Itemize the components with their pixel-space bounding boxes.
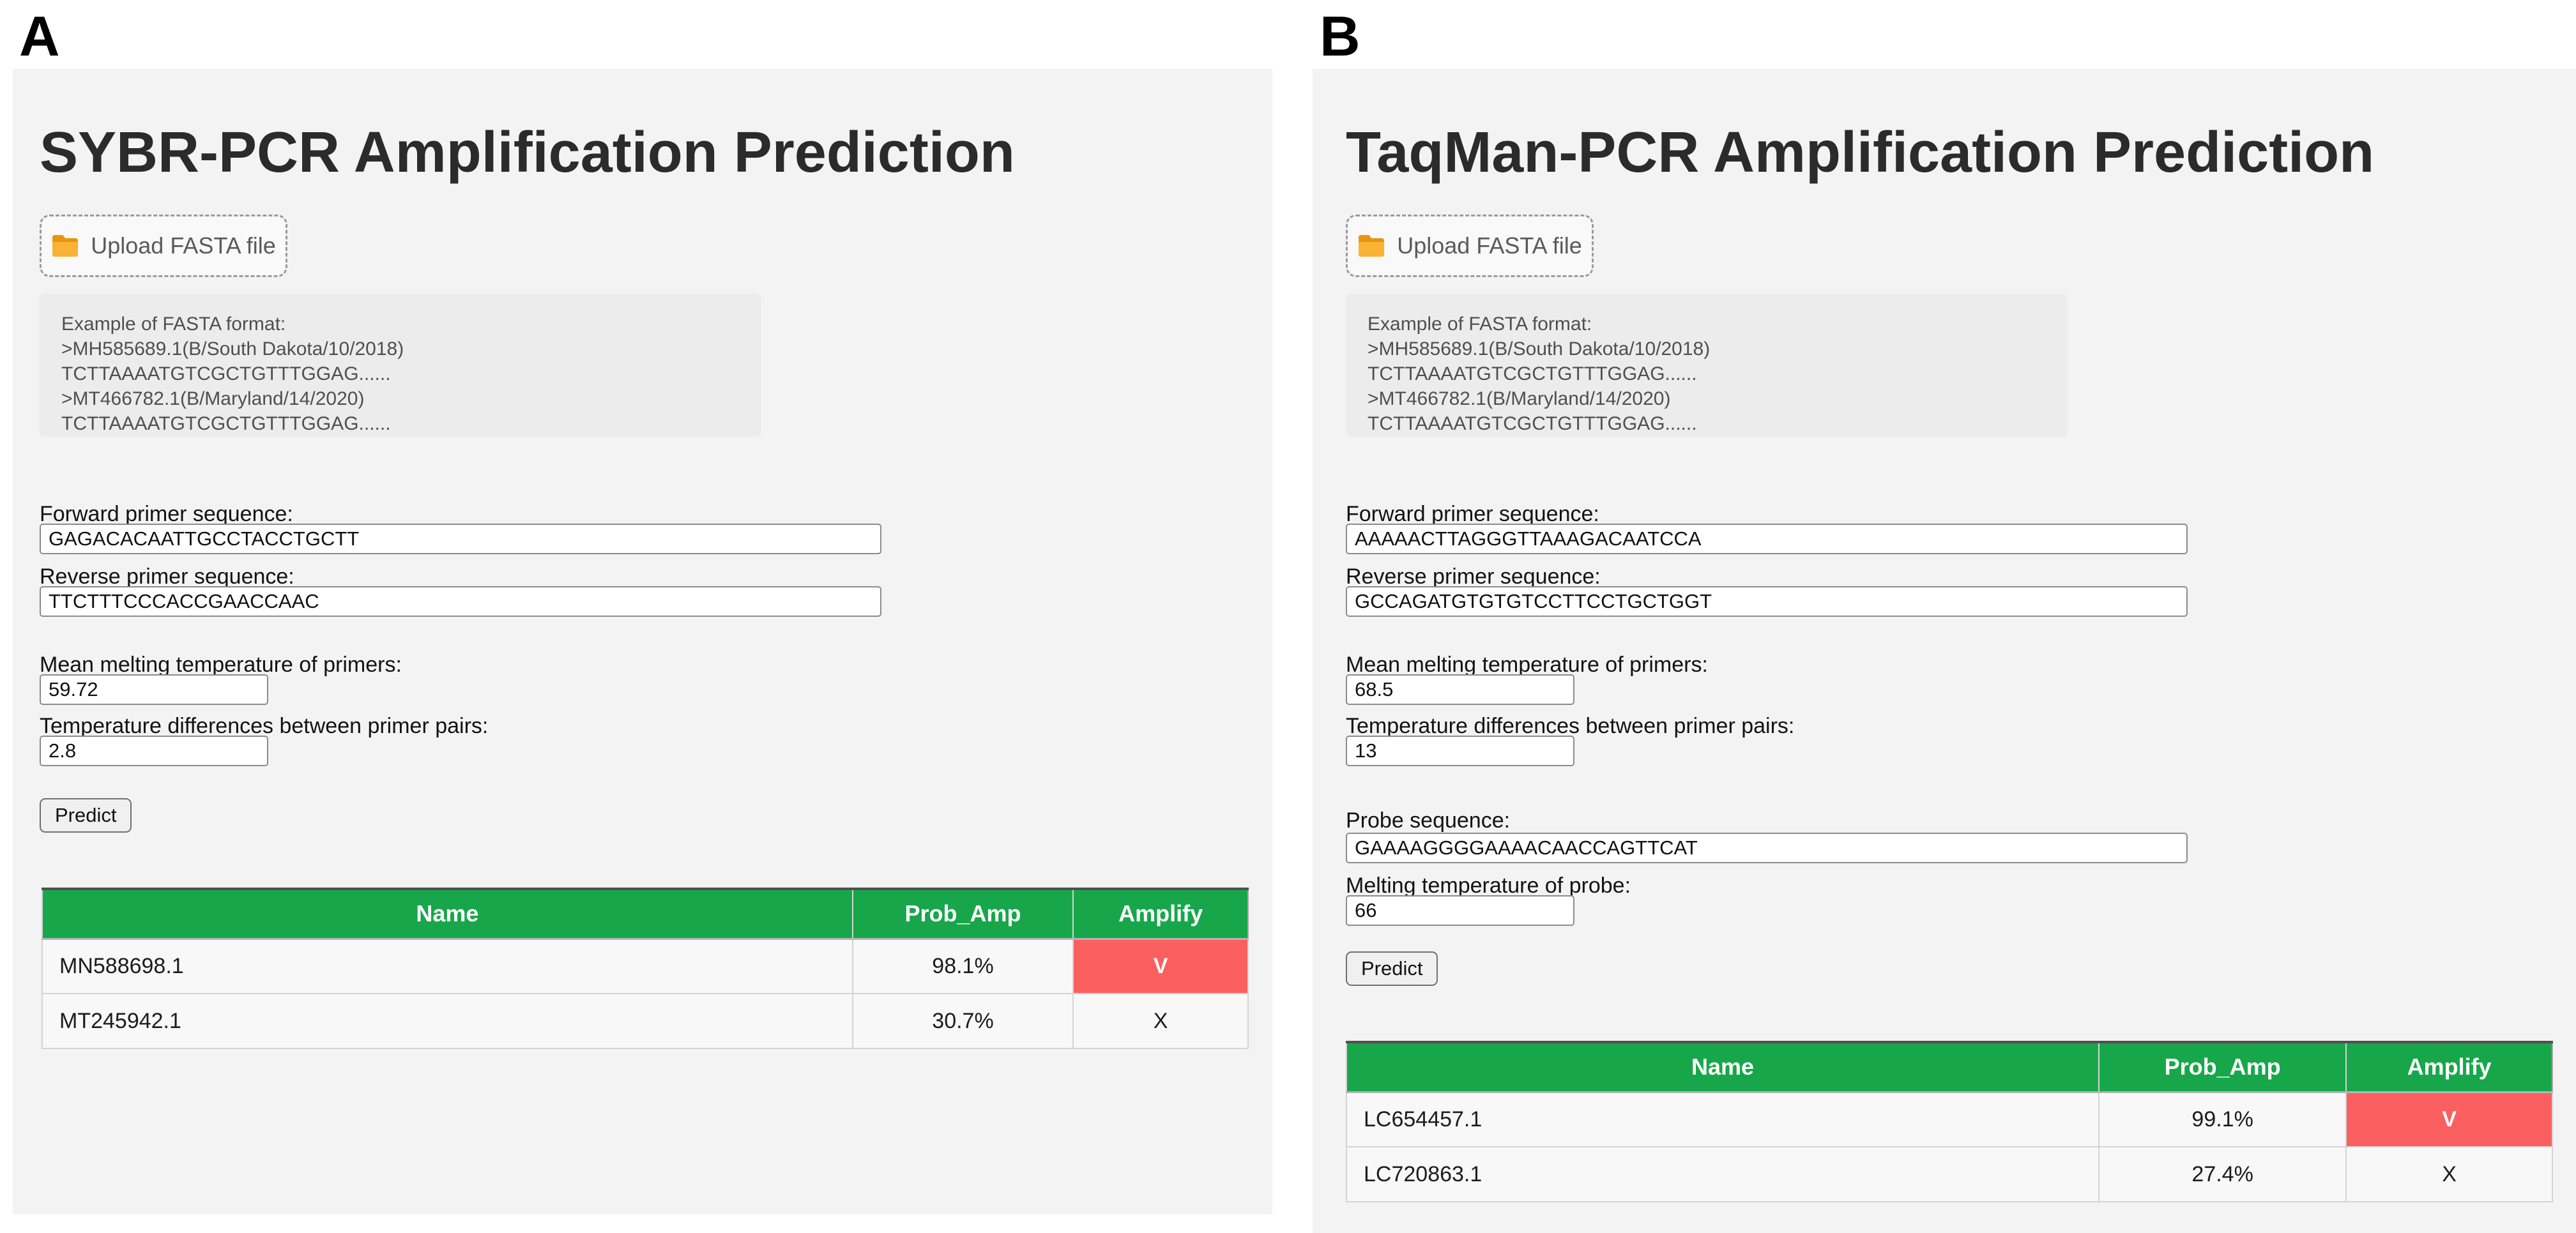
amplify-cell: V <box>2345 1091 2553 1147</box>
fasta-example-line: Example of FASTA format: <box>1368 314 1592 335</box>
forward-primer-label: Forward primer sequence: <box>1346 502 1599 526</box>
reverse-primer-input[interactable] <box>1346 586 2188 617</box>
upload-fasta-label: Upload FASTA file <box>1397 232 1582 259</box>
fasta-example-line: TCTTAAAATGTCGCTGTTTGGAG...... <box>1368 363 1697 384</box>
tm-diff-label: Temperature differences between primer p… <box>1346 714 1795 738</box>
probe-sequence-label: Probe sequence: <box>1346 808 1511 833</box>
column-header-amplify: Amplify <box>1072 889 1248 940</box>
prediction-results-table: Name Prob_Amp Amplify LC654457.1 99.1% V… <box>1345 1041 2553 1202</box>
column-header-name: Name <box>42 889 853 940</box>
fasta-example-line: >MT466782.1(B/Maryland/14/2020) <box>61 388 365 409</box>
page-title: SYBR-PCR Amplification Prediction <box>40 121 1015 185</box>
fasta-format-example: Example of FASTA format: >MH585689.1(B/S… <box>40 294 761 437</box>
forward-primer-input[interactable] <box>1346 524 2188 554</box>
probe-sequence-input[interactable] <box>1346 833 2188 863</box>
folder-icon <box>52 235 79 257</box>
fasta-example-line: >MH585689.1(B/South Dakota/10/2018) <box>61 338 404 359</box>
probe-tm-input[interactable] <box>1346 895 1574 926</box>
amplify-cell: X <box>1072 993 1249 1049</box>
upload-fasta-label: Upload FASTA file <box>91 232 276 259</box>
mean-tm-input[interactable] <box>40 674 268 705</box>
column-header-prob-amp: Prob_Amp <box>851 889 1074 940</box>
fasta-example-line: TCTTAAAATGTCGCTGTTTGGAG...... <box>1368 413 1697 434</box>
forward-primer-input[interactable] <box>40 524 881 554</box>
sequence-name-cell: MT245942.1 <box>42 993 853 1049</box>
mean-tm-label: Mean melting temperature of primers: <box>40 653 402 677</box>
mean-tm-label: Mean melting temperature of primers: <box>1346 653 1708 677</box>
fasta-format-example: Example of FASTA format: >MH585689.1(B/S… <box>1346 294 2068 437</box>
figure-label-a: A <box>19 4 60 68</box>
table-row: LC720863.1 27.4% X <box>1345 1146 2553 1202</box>
fasta-example-line: >MH585689.1(B/South Dakota/10/2018) <box>1368 338 1711 359</box>
sequence-name-cell: LC654457.1 <box>1345 1091 2100 1147</box>
predict-button[interactable]: Predict <box>1346 951 1438 986</box>
sequence-name-cell: MN588698.1 <box>42 938 853 994</box>
prob-amp-cell: 30.7% <box>851 993 1074 1049</box>
fasta-example-line: >MT466782.1(B/Maryland/14/2020) <box>1368 388 1671 409</box>
predict-button[interactable]: Predict <box>40 798 132 833</box>
prob-amp-cell: 99.1% <box>2098 1091 2347 1147</box>
taqman-pcr-panel: TaqMan-PCR Amplification Prediction Uplo… <box>1313 69 2576 1233</box>
amplify-cell: X <box>2345 1146 2553 1202</box>
upload-fasta-button[interactable]: Upload FASTA file <box>1346 215 1594 277</box>
reverse-primer-label: Reverse primer sequence: <box>40 564 294 589</box>
mean-tm-input[interactable] <box>1346 674 1574 705</box>
tm-diff-input[interactable] <box>40 736 268 766</box>
prob-amp-cell: 98.1% <box>851 938 1074 994</box>
page-title: TaqMan-PCR Amplification Prediction <box>1346 121 2375 185</box>
sequence-name-cell: LC720863.1 <box>1345 1146 2100 1202</box>
figure-label-b: B <box>1320 4 1360 68</box>
folder-icon <box>1359 235 1385 257</box>
amplify-cell: V <box>1072 938 1249 994</box>
probe-tm-label: Melting temperature of probe: <box>1346 874 1631 898</box>
tm-diff-label: Temperature differences between primer p… <box>40 714 489 738</box>
fasta-example-line: TCTTAAAATGTCGCTGTTTGGAG...... <box>61 363 391 384</box>
fasta-example-line: Example of FASTA format: <box>61 314 286 335</box>
reverse-primer-input[interactable] <box>40 586 881 617</box>
column-header-name: Name <box>1346 1042 2100 1093</box>
sybr-pcr-panel: SYBR-PCR Amplification Prediction Upload… <box>13 69 1272 1214</box>
table-row: MN588698.1 98.1% V <box>42 938 1249 994</box>
table-row: MT245942.1 30.7% X <box>42 993 1249 1049</box>
forward-primer-label: Forward primer sequence: <box>40 502 293 526</box>
table-header-row: Name Prob_Amp Amplify <box>42 889 1248 940</box>
table-header-row: Name Prob_Amp Amplify <box>1346 1042 2552 1093</box>
prob-amp-cell: 27.4% <box>2098 1146 2347 1202</box>
table-row: LC654457.1 99.1% V <box>1345 1091 2553 1147</box>
fasta-example-line: TCTTAAAATGTCGCTGTTTGGAG...... <box>61 413 391 434</box>
column-header-amplify: Amplify <box>2345 1042 2552 1093</box>
reverse-primer-label: Reverse primer sequence: <box>1346 564 1601 589</box>
tm-diff-input[interactable] <box>1346 736 1574 766</box>
column-header-prob-amp: Prob_Amp <box>2098 1042 2347 1093</box>
prediction-results-table: Name Prob_Amp Amplify MN588698.1 98.1% V… <box>42 888 1249 1049</box>
upload-fasta-button[interactable]: Upload FASTA file <box>40 215 287 277</box>
